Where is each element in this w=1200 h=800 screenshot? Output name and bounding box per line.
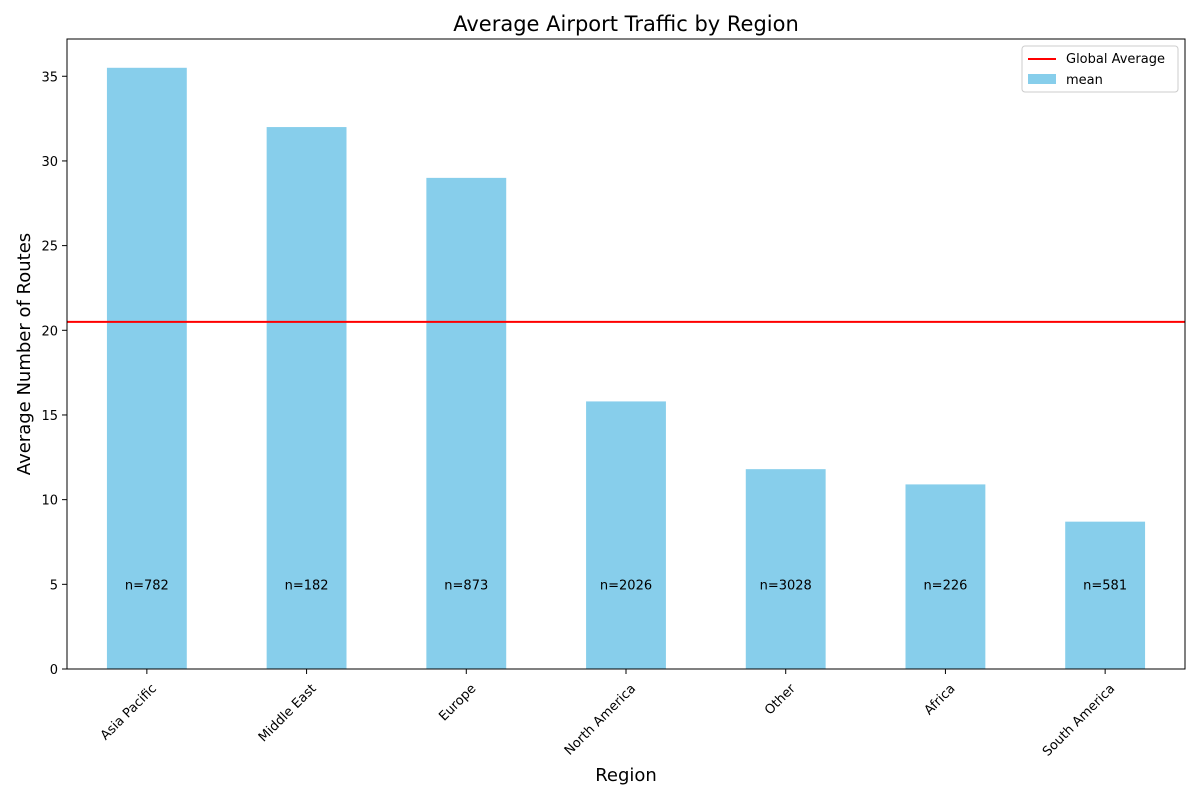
x-tick-label-6: South America [1040, 681, 1118, 759]
bar-count-label-2: n=873 [444, 578, 488, 593]
bar-2 [426, 177, 507, 669]
y-axis-title: Average Number of Routes [14, 233, 35, 475]
bar-count-label-0: n=782 [125, 578, 169, 593]
bar-1 [266, 127, 347, 669]
x-axis: Asia Pacific Middle East Europe North Ameri… [98, 669, 1118, 760]
y-tick-label-4: 20 [41, 324, 58, 339]
x-tick-label-0: Asia Pacific [98, 681, 160, 743]
bar-count-label-4: n=3028 [760, 578, 812, 593]
x-tick-label-4: Other [762, 681, 799, 718]
legend-mean-label: mean [1066, 73, 1103, 88]
legend: Global Average mean [1021, 45, 1179, 93]
y-tick-label-3: 15 [41, 409, 58, 424]
bar-0 [106, 67, 187, 669]
x-tick-label-3: North America [562, 681, 639, 758]
bar-count-label-6: n=581 [1083, 578, 1127, 593]
bar-count-label-5: n=226 [923, 578, 967, 593]
legend-mean-swatch [1028, 74, 1056, 84]
bars-layer: n=782 n=182 n=873 n=2026 n=3028 n=226 n=581 [106, 67, 1146, 669]
chart-title: Average Airport Traffic by Region [453, 12, 799, 36]
x-tick-label-5: Africa [922, 681, 959, 718]
bar-count-label-1: n=182 [285, 578, 329, 593]
bar-5 [905, 484, 986, 669]
legend-global-average-label: Global Average [1066, 52, 1165, 67]
y-tick-label-1: 5 [50, 578, 58, 593]
y-axis: 0 5 10 15 20 25 30 35 [41, 70, 67, 678]
legend-box [1021, 45, 1179, 93]
bar-3 [586, 401, 666, 669]
bar-4 [745, 469, 826, 669]
y-tick-label-0: 0 [50, 663, 58, 678]
bar-count-label-3: n=2026 [600, 578, 652, 593]
y-tick-label-2: 10 [41, 494, 58, 509]
y-tick-label-7: 35 [41, 70, 58, 85]
x-axis-title: Region [595, 765, 657, 786]
x-tick-label-2: Europe [436, 681, 479, 724]
y-tick-label-5: 25 [41, 240, 58, 255]
y-tick-label-6: 30 [41, 155, 58, 170]
bar-6 [1065, 521, 1146, 669]
x-tick-label-1: Middle East [256, 681, 320, 745]
